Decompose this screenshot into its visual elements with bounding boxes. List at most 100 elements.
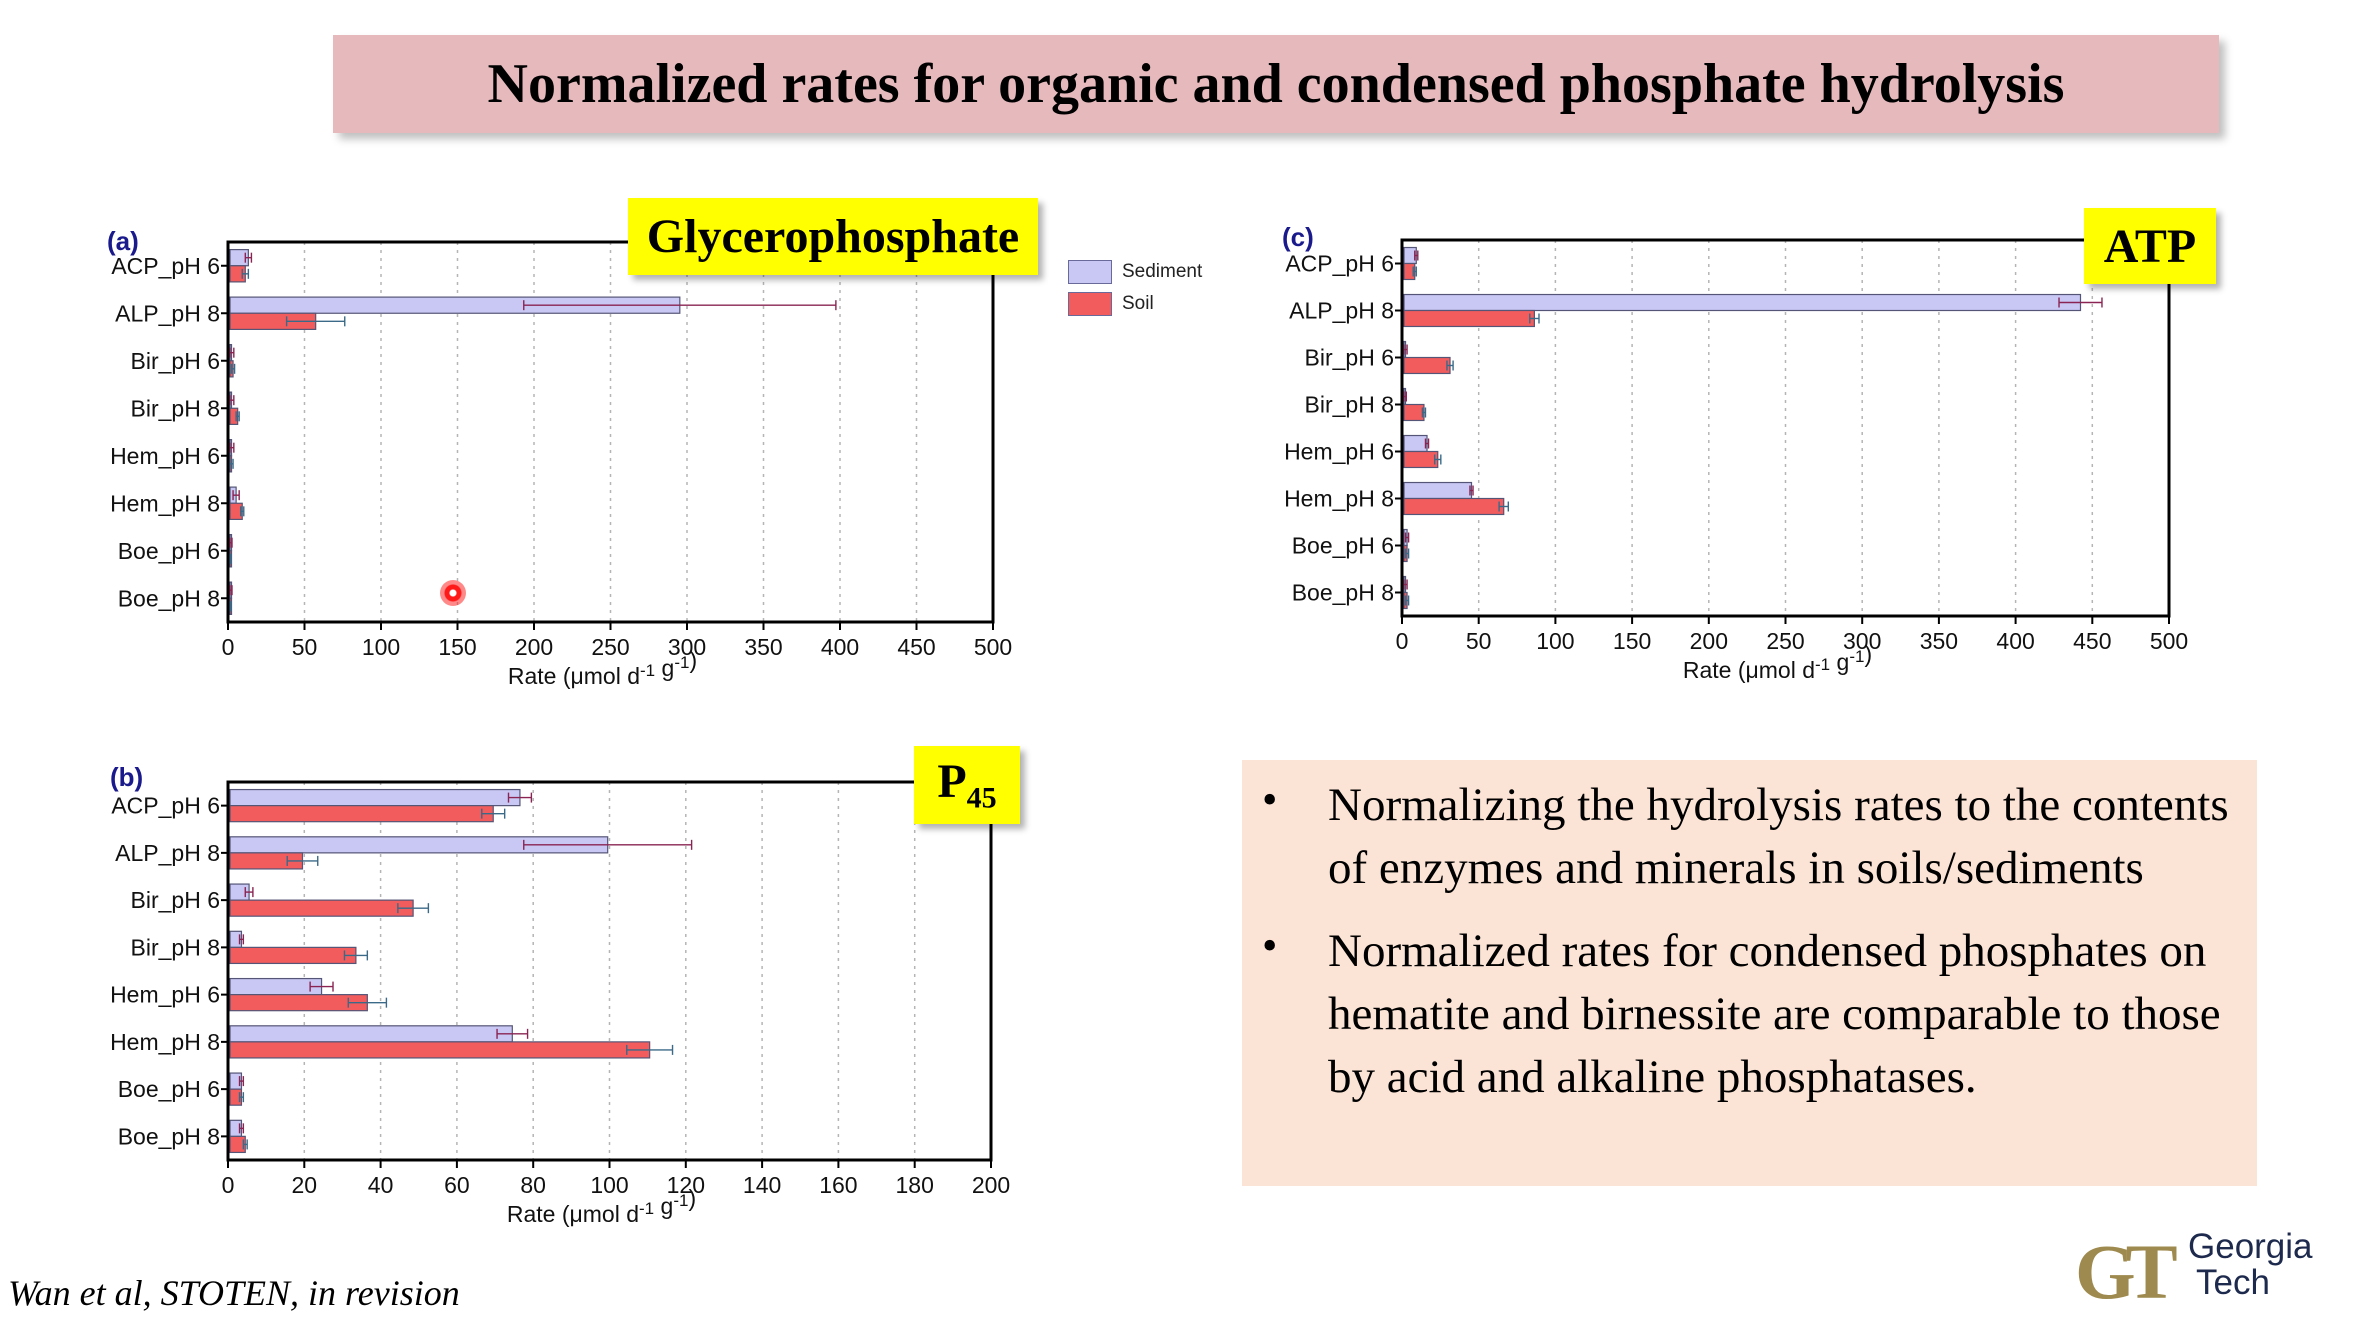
x-tick-label: 150 bbox=[438, 634, 476, 660]
x-tick-label: 250 bbox=[1766, 628, 1804, 654]
x-axis-label-part: -1 bbox=[1815, 655, 1830, 674]
x-axis-label-part: ) bbox=[689, 647, 697, 673]
chart-title-glycerophosphate: Glycerophosphate bbox=[628, 198, 1038, 275]
bullet-icon: • bbox=[1262, 775, 1278, 824]
x-axis-label: Rate (μmol d-1 g-1) bbox=[1683, 641, 1872, 683]
legend-label-soil: Soil bbox=[1122, 293, 1154, 314]
bar-soil bbox=[229, 1041, 651, 1059]
plot-area bbox=[228, 782, 991, 1160]
x-axis-label: Rate (μmol d-1 g-1) bbox=[508, 647, 697, 689]
x-tick-label: 450 bbox=[2073, 628, 2111, 654]
category-label: Hem_pH 6 bbox=[110, 443, 220, 469]
citation: Wan et al, STOTEN, in revision bbox=[8, 1273, 460, 1313]
category-label: ALP_pH 8 bbox=[1289, 298, 1394, 324]
bar-sediment bbox=[229, 249, 249, 267]
x-tick-label: 180 bbox=[896, 1172, 934, 1198]
x-tick-label: 0 bbox=[1396, 628, 1409, 654]
x-axis-label-part: ) bbox=[688, 1185, 696, 1211]
x-axis-label-part: Rate (μmol d bbox=[507, 1201, 639, 1227]
bar-soil bbox=[1403, 544, 1408, 563]
category-label: Boe_pH 8 bbox=[118, 585, 220, 611]
x-axis-label: Rate (μmol d-1 g-1) bbox=[507, 1185, 696, 1227]
bar-sediment bbox=[229, 439, 233, 457]
bar-soil bbox=[1403, 591, 1408, 610]
chart-title-p45: P45 bbox=[914, 746, 1020, 824]
x-tick-label: 50 bbox=[1466, 628, 1492, 654]
panel-label-c: (c) bbox=[1282, 222, 1314, 252]
legend-item-sediment: Sediment bbox=[1068, 256, 1202, 288]
category-label: Hem_pH 8 bbox=[110, 1029, 220, 1055]
x-tick-label: 0 bbox=[222, 634, 235, 660]
category-label: Bir_pH 6 bbox=[131, 348, 220, 374]
category-label: Hem_pH 8 bbox=[1284, 486, 1394, 512]
legend-swatch-sediment bbox=[1068, 260, 1112, 284]
bar-soil bbox=[229, 455, 233, 473]
logo-text: Georgia Tech bbox=[2188, 1229, 2313, 1301]
category-label: ACP_pH 6 bbox=[1285, 251, 1394, 277]
category-label: Bir_pH 6 bbox=[1305, 345, 1394, 371]
bar-soil bbox=[229, 502, 243, 520]
bar-sediment bbox=[229, 581, 233, 599]
x-axis-label-part: Rate (μmol d bbox=[508, 663, 640, 689]
x-tick-label: 40 bbox=[368, 1172, 394, 1198]
pointer-cursor-icon bbox=[440, 580, 466, 606]
bar-sediment bbox=[229, 533, 233, 552]
bar-soil bbox=[229, 899, 414, 917]
x-tick-label: 450 bbox=[897, 634, 935, 660]
legend-item-soil: Soil bbox=[1068, 288, 1202, 320]
x-tick-label: 250 bbox=[591, 634, 629, 660]
category-label: Boe_pH 8 bbox=[1292, 580, 1394, 606]
category-label: ALP_pH 8 bbox=[115, 300, 220, 326]
bar-sediment bbox=[229, 788, 521, 807]
bar-sediment bbox=[1403, 387, 1407, 406]
notes-box: • Normalizing the hydrolysis rates to th… bbox=[1242, 760, 2257, 1186]
bar-sediment bbox=[229, 1072, 243, 1090]
x-tick-label: 200 bbox=[1690, 628, 1728, 654]
x-tick-label: 300 bbox=[1843, 628, 1881, 654]
x-tick-label: 160 bbox=[819, 1172, 857, 1198]
x-axis-label-part: g bbox=[654, 1193, 673, 1219]
logo-line-2: Tech bbox=[2196, 1263, 2270, 1302]
bar-sediment bbox=[1403, 528, 1408, 547]
panel-label-b: (b) bbox=[110, 762, 144, 792]
bar-sediment bbox=[229, 391, 233, 409]
category-label: ACP_pH 6 bbox=[111, 793, 220, 819]
category-label: Boe_pH 8 bbox=[118, 1123, 220, 1149]
category-label: Hem_pH 6 bbox=[110, 982, 220, 1008]
bar-soil bbox=[229, 946, 357, 965]
bar-sediment bbox=[229, 883, 250, 901]
x-axis-label-part: g bbox=[655, 655, 674, 681]
x-tick-label: 120 bbox=[667, 1172, 705, 1198]
plot-frame bbox=[226, 240, 995, 624]
legend: Sediment Soil bbox=[1068, 256, 1202, 320]
x-tick-label: 350 bbox=[744, 634, 782, 660]
plot-area bbox=[228, 242, 993, 622]
category-label: ALP_pH 8 bbox=[115, 840, 220, 866]
x-axis-label-part: -1 bbox=[673, 1191, 688, 1210]
bar-soil bbox=[229, 312, 317, 330]
category-label: Boe_pH 6 bbox=[118, 1076, 220, 1102]
x-axis-label-part: ) bbox=[1864, 641, 1872, 667]
plot-area bbox=[1402, 240, 2169, 616]
x-tick-label: 300 bbox=[668, 634, 706, 660]
x-tick-label: 200 bbox=[515, 634, 553, 660]
x-axis-label-part: g bbox=[1830, 649, 1849, 675]
legend-swatch-soil bbox=[1068, 292, 1112, 316]
category-label: Bir_pH 8 bbox=[131, 395, 220, 421]
bar-soil bbox=[229, 265, 246, 283]
bar-soil bbox=[1403, 450, 1439, 469]
bar-sediment bbox=[229, 930, 243, 948]
bar-soil bbox=[229, 994, 368, 1012]
bar-sediment bbox=[229, 977, 323, 996]
x-tick-label: 0 bbox=[222, 1172, 235, 1198]
note-item: • Normalized rates for condensed phospha… bbox=[1262, 920, 2237, 1109]
bar-soil bbox=[1403, 356, 1451, 375]
x-tick-label: 140 bbox=[743, 1172, 781, 1198]
category-label: Boe_pH 6 bbox=[118, 538, 220, 564]
bar-soil bbox=[1403, 309, 1535, 328]
bar-soil bbox=[1403, 403, 1425, 422]
x-tick-label: 400 bbox=[821, 634, 859, 660]
chart-title-atp: ATP bbox=[2084, 208, 2216, 284]
bar-soil bbox=[229, 360, 234, 378]
x-axis-label-part: Rate (μmol d bbox=[1683, 657, 1815, 683]
